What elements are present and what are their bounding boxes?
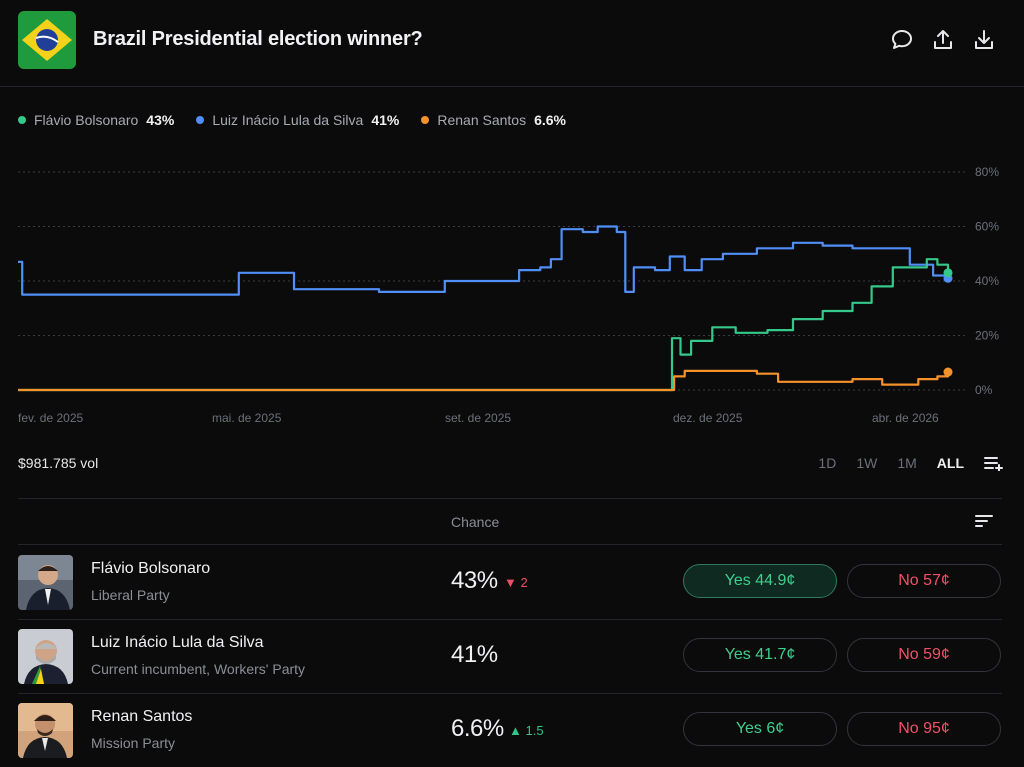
candidate-name: Renan Santos: [91, 708, 193, 725]
buy-no-button[interactable]: No 59¢: [847, 638, 1001, 672]
y-tick-label: 20%: [975, 329, 999, 343]
series-endpoint: [943, 268, 953, 278]
divider: [18, 619, 1002, 620]
x-tick-label: set. de 2025: [445, 411, 511, 425]
series-line: [18, 258, 950, 392]
candidate-party: Mission Party: [91, 735, 176, 751]
legend-name: Flávio Bolsonaro: [34, 112, 139, 128]
chance-change-value: 2: [520, 575, 528, 590]
range-all-button[interactable]: ALL: [936, 455, 964, 471]
outcome-row-bolsonaro[interactable]: Flávio Bolsonaro Liberal Party 43% ▼ 2 Y…: [18, 545, 1002, 619]
series-line: [18, 369, 950, 392]
time-range-selector: 1D 1W 1M ALL: [818, 455, 1004, 472]
divider: [18, 544, 1002, 545]
page-title: Brazil Presidential election winner?: [93, 28, 423, 50]
x-tick-label: abr. de 2026: [872, 411, 939, 425]
candidate-party: Current incumbent, Workers' Party: [91, 661, 306, 677]
volume-text: $981.785 vol: [18, 455, 99, 471]
chance-change: ▲ 1.5: [509, 723, 544, 738]
series-line: [18, 225, 950, 296]
y-tick-label: 0%: [975, 383, 993, 397]
chance-change: ▼ 2: [504, 575, 528, 590]
y-tick-label: 60%: [975, 220, 999, 234]
legend-dot-icon: [421, 116, 430, 124]
chance-change-value: 1.5: [525, 723, 544, 738]
outcome-row-lula[interactable]: Luiz Inácio Lula da Silva Current incumb…: [18, 619, 1002, 693]
candidate-party: Liberal Party: [91, 587, 170, 603]
buy-yes-button[interactable]: Yes 6¢: [683, 712, 837, 746]
buy-no-button[interactable]: No 95¢: [847, 712, 1001, 746]
share-icon[interactable]: [931, 28, 955, 52]
chance-value: 6.6%: [451, 715, 504, 742]
y-tick-label: 80%: [975, 165, 999, 179]
avatar: [18, 629, 73, 684]
avatar: [18, 703, 73, 758]
sort-icon[interactable]: [974, 512, 994, 530]
legend-item-lula[interactable]: Luiz Inácio Lula da Silva 41%: [196, 112, 399, 128]
legend-pct: 6.6%: [534, 112, 566, 128]
legend-name: Renan Santos: [437, 112, 527, 128]
buy-yes-button[interactable]: Yes 44.9¢: [683, 564, 837, 598]
legend-item-santos[interactable]: Renan Santos 6.6%: [421, 112, 566, 128]
comment-icon[interactable]: [890, 28, 914, 52]
brazil-flag-icon: [18, 11, 76, 69]
x-tick-label: fev. de 2025: [18, 411, 83, 425]
chance-column-header: Chance: [451, 514, 500, 530]
legend-dot-icon: [196, 116, 205, 124]
range-1d-button[interactable]: 1D: [818, 455, 837, 471]
range-1m-button[interactable]: 1M: [897, 455, 917, 471]
series-endpoint: [943, 367, 953, 377]
chance-value: 41%: [451, 641, 498, 668]
market-header: Brazil Presidential election winner?: [0, 0, 1024, 87]
outcome-row-santos[interactable]: Renan Santos Mission Party 6.6% ▲ 1.5 Ye…: [18, 693, 1002, 767]
legend-pct: 41%: [371, 112, 400, 128]
up-triangle-icon: ▲: [509, 723, 522, 738]
chart-legend: Flávio Bolsonaro 43% Luiz Inácio Lula da…: [18, 112, 566, 128]
range-1w-button[interactable]: 1W: [856, 455, 878, 471]
legend-dot-icon: [18, 116, 26, 124]
chance-value: 43%: [451, 567, 498, 594]
candidate-name: Luiz Inácio Lula da Silva: [91, 634, 264, 651]
y-tick-label: 40%: [975, 274, 999, 288]
divider: [18, 498, 1002, 499]
legend-item-bolsonaro[interactable]: Flávio Bolsonaro 43%: [18, 112, 174, 128]
legend-name: Luiz Inácio Lula da Silva: [212, 112, 364, 128]
candidate-name: Flávio Bolsonaro: [91, 560, 211, 577]
x-tick-label: dez. de 2025: [673, 411, 743, 425]
buy-no-button[interactable]: No 57¢: [847, 564, 1001, 598]
legend-pct: 43%: [146, 112, 175, 128]
price-history-chart[interactable]: 80% 60% 40% 20% 0% fev. de 2025 mai. de 2025 se…: [0, 150, 1024, 430]
avatar: [18, 555, 73, 610]
buy-yes-button[interactable]: Yes 41.7¢: [683, 638, 837, 672]
chart-settings-icon[interactable]: [984, 455, 1004, 472]
divider: [18, 693, 1002, 694]
x-tick-label: mai. de 2025: [212, 411, 282, 425]
down-triangle-icon: ▼: [504, 575, 517, 590]
download-icon[interactable]: [972, 28, 996, 52]
